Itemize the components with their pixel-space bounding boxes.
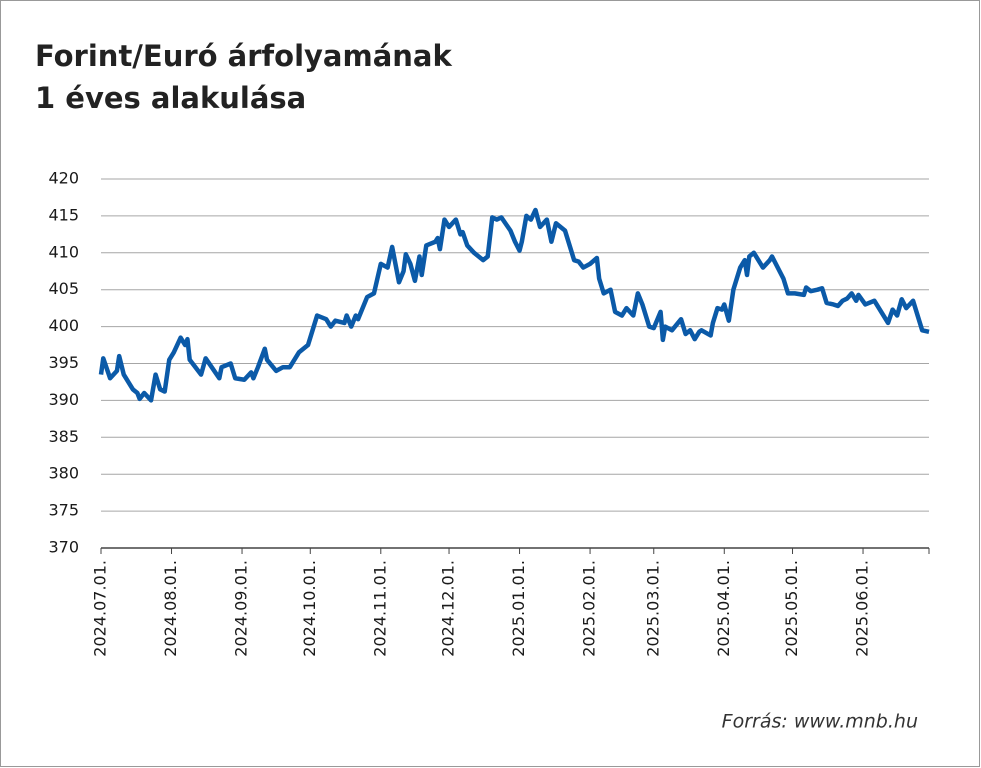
source-note: Forrás: www.mnb.hu — [722, 711, 918, 733]
x-tick-label: 2025.02.01. — [580, 560, 599, 657]
x-tick-label: 2024.08.01. — [161, 560, 180, 657]
x-tick-label: 2024.09.01. — [232, 560, 251, 657]
y-tick-label: 410 — [48, 242, 79, 261]
y-tick-label: 405 — [48, 279, 79, 298]
y-tick-label: 420 — [48, 169, 79, 188]
x-tick-label: 2024.10.01. — [300, 560, 319, 657]
y-tick-label: 380 — [48, 464, 79, 483]
y-tick-label: 390 — [48, 390, 79, 409]
y-tick-label: 370 — [48, 538, 79, 557]
y-tick-label: 395 — [48, 353, 79, 372]
chart-title: 1 éves alakulása — [35, 81, 306, 115]
y-tick-label: 375 — [48, 501, 79, 520]
y-tick-label: 415 — [48, 205, 79, 224]
series-line — [98, 207, 930, 403]
x-tick-label: 2025.06.01. — [853, 560, 872, 657]
x-tick-label: 2025.05.01. — [782, 560, 801, 657]
y-tick-label: 400 — [48, 316, 79, 335]
x-tick-label: 2024.07.01. — [91, 560, 110, 657]
x-tick-label: 2025.04.01. — [714, 560, 733, 657]
y-tick-label: 385 — [48, 427, 79, 446]
x-tick-label: 2025.01.01. — [509, 560, 528, 657]
x-tick-label: 2024.11.01. — [370, 560, 389, 657]
x-tick-label: 2025.03.01. — [643, 560, 662, 657]
chart-title: Forint/Euró árfolyamának — [35, 39, 453, 73]
x-tick-label: 2024.12.01. — [439, 560, 458, 657]
